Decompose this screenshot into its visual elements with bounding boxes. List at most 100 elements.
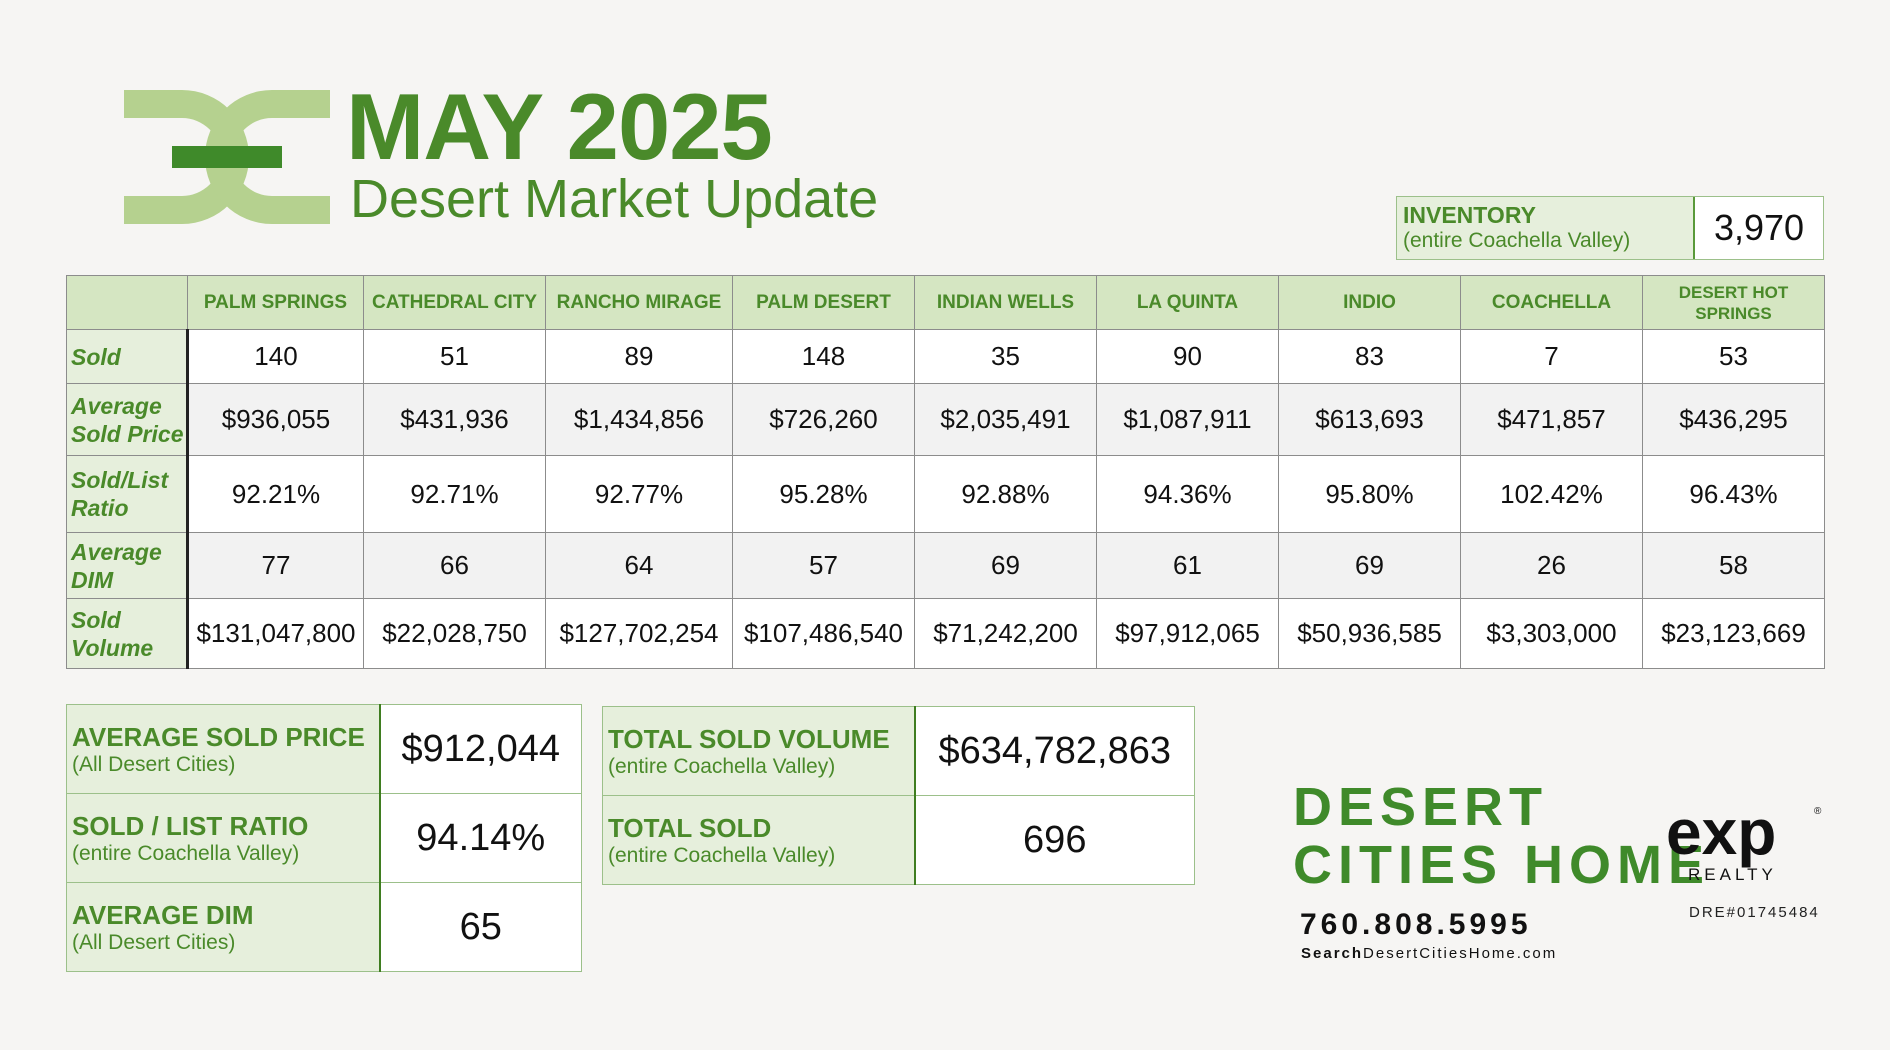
city-stats-table: PALM SPRINGS CATHEDRAL CITY RANCHO MIRAG…: [66, 275, 1825, 669]
column-header: DESERT HOT SPRINGS: [1642, 275, 1825, 330]
table-cell: 69: [1278, 532, 1461, 599]
inventory-value: 3,970: [1713, 207, 1805, 248]
table-cell: $936,055: [187, 383, 364, 456]
website-rest: DesertCitiesHome.com: [1363, 945, 1558, 962]
table-cell: $726,260: [732, 383, 915, 456]
row-label: Average DIM: [66, 532, 189, 599]
column-header: RANCHO MIRAGE: [545, 275, 733, 330]
table-cell: 51: [363, 329, 546, 384]
table-cell: 148: [732, 329, 915, 384]
brand-name-line1: DESERT: [1293, 777, 1549, 837]
table-cell: 83: [1278, 329, 1461, 384]
summary-row: SOLD / LIST RATIO (entire Coachella Vall…: [66, 793, 582, 883]
summary-value: 696: [914, 795, 1195, 885]
table-cell: 61: [1096, 532, 1279, 599]
table-cell: 95.28%: [732, 455, 915, 533]
table-cell: 89: [545, 329, 733, 384]
summary-value: 65: [379, 882, 582, 972]
dre-license: DRE#01745484: [1689, 904, 1820, 921]
phone-number: 760.808.5995: [1300, 908, 1532, 941]
page-subtitle: Desert Market Update: [350, 169, 879, 229]
summary-row: TOTAL SOLD (entire Coachella Valley) 696: [602, 795, 1195, 885]
summary-label: TOTAL SOLD VOLUME: [608, 724, 890, 754]
table-cell: 140: [187, 329, 364, 384]
table-cell: 77: [187, 532, 364, 599]
column-header: INDIAN WELLS: [914, 275, 1097, 330]
table-cell: $131,047,800: [187, 598, 364, 669]
summary-table-left: AVERAGE SOLD PRICE (All Desert Cities) $…: [66, 704, 582, 972]
table-cell: 92.71%: [363, 455, 546, 533]
registered-icon: ®: [1814, 806, 1822, 817]
summary-label-cell: TOTAL SOLD VOLUME (entire Coachella Vall…: [602, 706, 916, 796]
column-header: INDIO: [1278, 275, 1461, 330]
row-label: Sold/List Ratio: [66, 455, 189, 533]
table-cell: 92.21%: [187, 455, 364, 533]
table-row: Sold/List Ratio 92.21% 92.71% 92.77% 95.…: [66, 455, 1825, 533]
exp-realty-logo: exp ® REALTY: [1666, 802, 1822, 884]
page-title: MAY 2025: [346, 74, 773, 179]
table-cell: $50,936,585: [1278, 598, 1461, 669]
table-cell: $431,936: [363, 383, 546, 456]
table-cell: $1,087,911: [1096, 383, 1279, 456]
table-cell: $613,693: [1278, 383, 1461, 456]
summary-sublabel: (All Desert Cities): [72, 753, 236, 776]
column-header: COACHELLA: [1460, 275, 1643, 330]
summary-sublabel: (entire Coachella Valley): [608, 844, 836, 867]
table-cell: 96.43%: [1642, 455, 1825, 533]
desert-cities-logo: [124, 90, 330, 224]
table-cell: $127,702,254: [545, 598, 733, 669]
table-cell: 53: [1642, 329, 1825, 384]
summary-sublabel: (entire Coachella Valley): [608, 755, 836, 778]
table-cell: 57: [732, 532, 915, 599]
table-cell: $107,486,540: [732, 598, 915, 669]
inventory-box: INVENTORY (entire Coachella Valley) 3,97…: [1396, 196, 1824, 260]
table-cell: 95.80%: [1278, 455, 1461, 533]
column-header: PALM DESERT: [732, 275, 915, 330]
table-header-row: PALM SPRINGS CATHEDRAL CITY RANCHO MIRAG…: [66, 275, 1825, 330]
table-cell: $436,295: [1642, 383, 1825, 456]
column-header: LA QUINTA: [1096, 275, 1279, 330]
table-cell: 64: [545, 532, 733, 599]
table-cell: $471,857: [1460, 383, 1643, 456]
table-corner-cell: [66, 275, 188, 330]
table-cell: 94.36%: [1096, 455, 1279, 533]
table-cell: $2,035,491: [914, 383, 1097, 456]
summary-sublabel: (entire Coachella Valley): [72, 842, 300, 865]
website: SearchDesertCitiesHome.com: [1301, 945, 1557, 962]
summary-value: $634,782,863: [914, 706, 1195, 796]
table-cell: 58: [1642, 532, 1825, 599]
table-cell: $22,028,750: [363, 598, 546, 669]
summary-label-cell: AVERAGE SOLD PRICE (All Desert Cities): [66, 704, 381, 794]
table-row: Average Sold Price $936,055 $431,936 $1,…: [66, 383, 1825, 456]
table-row: Sold 140 51 89 148 35 90 83 7 53: [66, 329, 1825, 384]
table-cell: $1,434,856: [545, 383, 733, 456]
inventory-label-cell: INVENTORY (entire Coachella Valley): [1397, 197, 1695, 259]
summary-label-cell: AVERAGE DIM (All Desert Cities): [66, 882, 381, 972]
brand-name-line2: CITIES HOME: [1293, 835, 1711, 895]
summary-sublabel: (All Desert Cities): [72, 931, 236, 954]
table-cell: 35: [914, 329, 1097, 384]
summary-label-cell: TOTAL SOLD (entire Coachella Valley): [602, 795, 916, 885]
summary-label-cell: SOLD / LIST RATIO (entire Coachella Vall…: [66, 793, 381, 883]
exp-realty-sub: REALTY: [1688, 865, 1777, 884]
row-label: Sold: [66, 329, 189, 384]
summary-row: AVERAGE DIM (All Desert Cities) 65: [66, 882, 582, 972]
row-label: Sold Volume: [66, 598, 189, 669]
summary-label: AVERAGE SOLD PRICE: [72, 722, 365, 752]
inventory-label: INVENTORY: [1403, 202, 1536, 228]
table-cell: 66: [363, 532, 546, 599]
exp-text: exp: [1666, 802, 1776, 868]
column-header: PALM SPRINGS: [187, 275, 364, 330]
brand-name: DESERT CITIES HOME: [1293, 778, 1710, 894]
table-row: Average DIM 77 66 64 57 69 61 69 26 58: [66, 532, 1825, 599]
table-cell: 92.88%: [914, 455, 1097, 533]
summary-label: AVERAGE DIM: [72, 900, 254, 930]
summary-row: AVERAGE SOLD PRICE (All Desert Cities) $…: [66, 704, 582, 794]
summary-label: TOTAL SOLD: [608, 813, 772, 843]
table-cell: $71,242,200: [914, 598, 1097, 669]
summary-row: TOTAL SOLD VOLUME (entire Coachella Vall…: [602, 706, 1195, 796]
website-bold: Search: [1301, 945, 1364, 962]
table-cell: $3,303,000: [1460, 598, 1643, 669]
table-cell: 26: [1460, 532, 1643, 599]
table-cell: 92.77%: [545, 455, 733, 533]
